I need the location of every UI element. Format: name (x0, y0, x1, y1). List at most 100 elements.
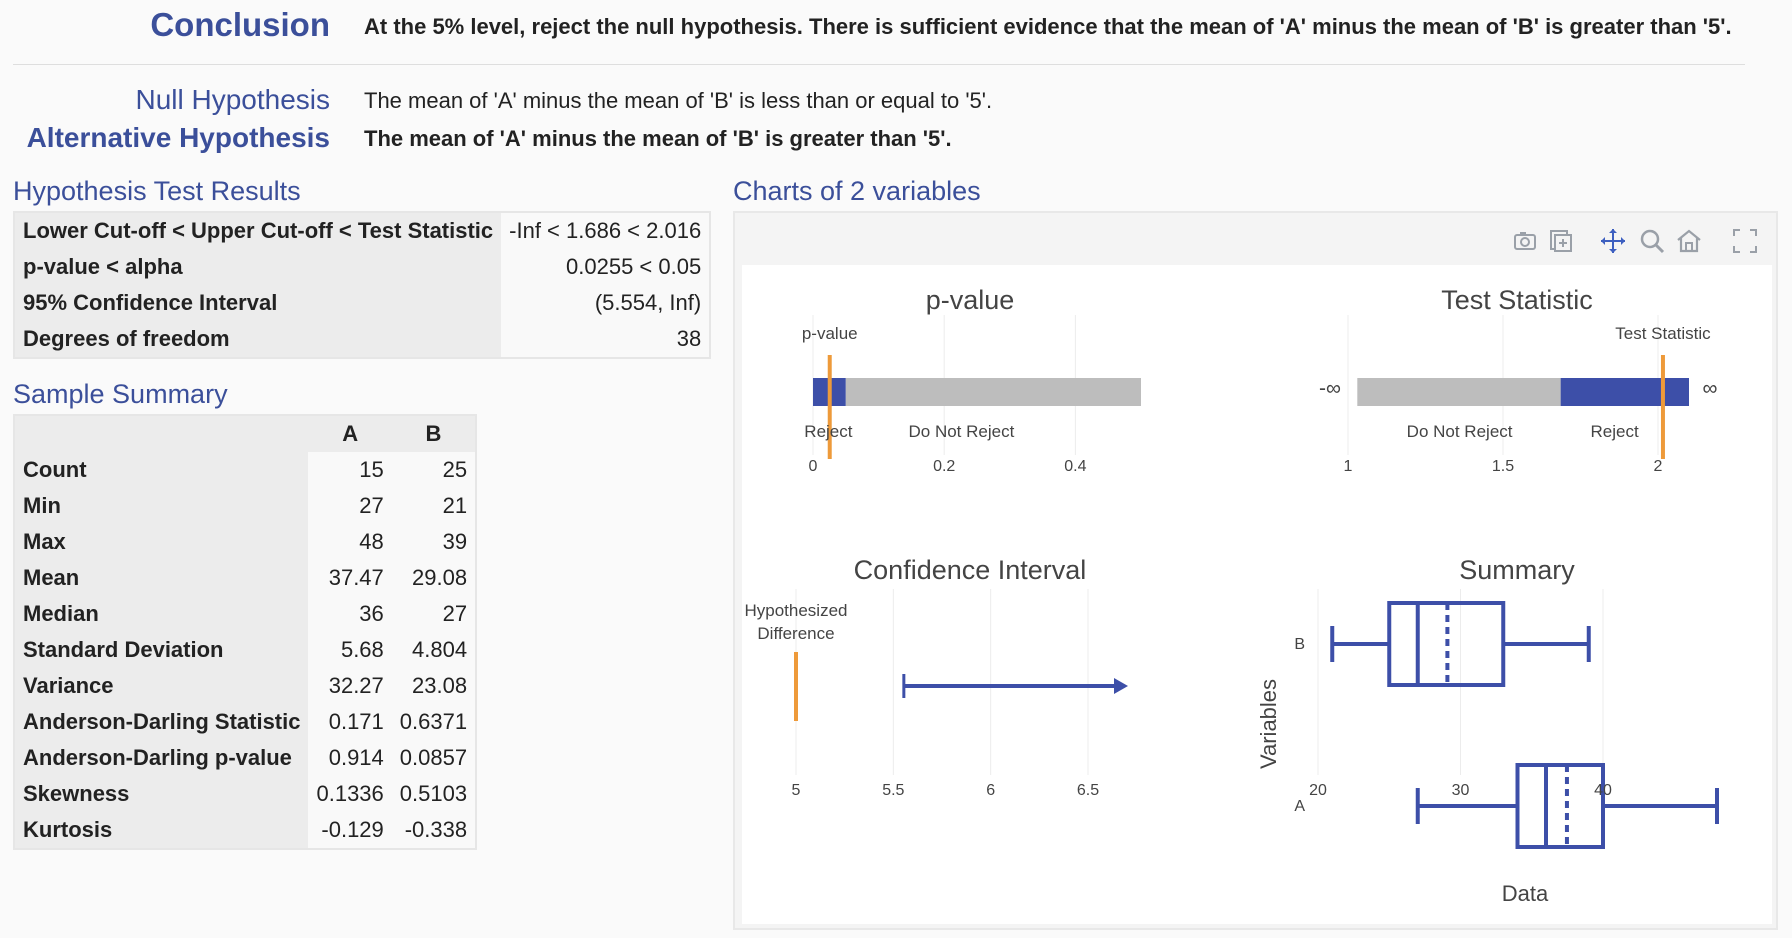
row-label: Kurtosis (14, 812, 309, 849)
table-row: Lower Cut-off < Upper Cut-off < Test Sta… (14, 212, 711, 249)
x-tick-label: 5.5 (882, 782, 904, 799)
table-row: Max 48 39 (14, 524, 477, 560)
row-value: 0.0255 < 0.05 (501, 249, 711, 285)
value-a: 36 (308, 596, 392, 632)
hypothesis-results-title: Hypothesis Test Results (13, 176, 301, 206)
x-tick-label: 5 (792, 782, 801, 799)
conclusion-row: Conclusion At the 5% level, reject the n… (0, 2, 1792, 50)
corner-cell (14, 415, 309, 452)
value-b: 4.804 (391, 632, 477, 668)
region-label: Do Not Reject (908, 422, 1014, 441)
column-header-b: B (391, 415, 477, 452)
value-a: 15 (308, 452, 392, 488)
row-label: 95% Confidence Interval (14, 285, 502, 321)
header-divider (13, 64, 1745, 65)
value-b: 21 (391, 488, 477, 524)
table-row: Anderson-Darling p-value 0.914 0.0857 (14, 740, 477, 776)
test-statistic-chart-title: Test Statistic (1441, 285, 1593, 315)
x-tick-label: 30 (1452, 782, 1470, 799)
value-b: -0.338 (391, 812, 477, 849)
table-row: Anderson-Darling Statistic 0.171 0.6371 (14, 704, 477, 740)
box-A (1515, 763, 1605, 849)
null-hypothesis-label: Null Hypothesis (135, 84, 330, 115)
summary-chart-title: Summary (1459, 555, 1575, 585)
table-row: Median 36 27 (14, 596, 477, 632)
x-tick-label: 40 (1594, 782, 1612, 799)
value-b: 25 (391, 452, 477, 488)
value-b: 23.08 (391, 668, 477, 704)
row-value: 38 (501, 321, 711, 358)
row-label: p-value < alpha (14, 249, 502, 285)
row-label: Lower Cut-off < Upper Cut-off < Test Sta… (14, 212, 502, 249)
summary-box-chart: Summary B A 20 30 40 Data Variables (1256, 555, 1719, 906)
x-tick-label: 1.5 (1492, 458, 1514, 475)
category-label: B (1294, 636, 1305, 653)
null-hypothesis-text: The mean of 'A' minus the mean of 'B' is… (364, 88, 993, 113)
row-label: Count (14, 452, 309, 488)
row-value: -Inf < 1.686 < 2.016 (501, 212, 711, 249)
x-tick-label: 6.5 (1077, 782, 1099, 799)
table-row: Mean 37.47 29.08 (14, 560, 477, 596)
p-value-chart: p-value p-value Reject Do Not Reject 0 0.2… (802, 285, 1141, 475)
hypothesis-results-table: Lower Cut-off < Upper Cut-off < Test Sta… (13, 211, 712, 359)
hypothesized-difference-label-line2: Difference (757, 624, 834, 643)
value-a: 0.171 (308, 704, 392, 740)
value-a: -0.129 (308, 812, 392, 849)
reject-region-bar (1560, 378, 1689, 406)
value-b: 29.08 (391, 560, 477, 596)
row-label: Standard Deviation (14, 632, 309, 668)
hypothesized-difference-label-line1: Hypothesized (744, 601, 847, 620)
row-label: Median (14, 596, 309, 632)
x-tick-label: 2 (1654, 458, 1663, 475)
column-header-a: A (308, 415, 392, 452)
confidence-interval-chart-title: Confidence Interval (854, 555, 1087, 585)
pan-icon[interactable] (1599, 227, 1627, 255)
charts-svg: p-value p-value Reject Do Not Reject 0 0.2… (744, 285, 1719, 906)
value-a: 0.914 (308, 740, 392, 776)
p-value-chart-title: p-value (926, 285, 1015, 315)
table-row: Min 27 21 (14, 488, 477, 524)
row-value: (5.554, Inf) (501, 285, 711, 321)
table-row: p-value < alpha 0.0255 < 0.05 (14, 249, 711, 285)
category-label: A (1294, 798, 1305, 815)
table-row: Kurtosis -0.129 -0.338 (14, 812, 477, 849)
interval-arrowhead (1114, 678, 1128, 694)
table-header-row: A B (14, 415, 477, 452)
x-tick-label: 20 (1309, 782, 1327, 799)
zoom-icon[interactable] (1638, 227, 1666, 255)
row-label: Anderson-Darling p-value (14, 740, 309, 776)
value-a: 48 (308, 524, 392, 560)
row-label: Anderson-Darling Statistic (14, 704, 309, 740)
value-b: 39 (391, 524, 477, 560)
conclusion-label: Conclusion (150, 6, 330, 43)
charts-plot-area: p-value p-value Reject Do Not Reject 0 0.2… (742, 265, 1772, 924)
x-tick-label: 0.4 (1064, 458, 1086, 475)
p-value-annotation: p-value (802, 324, 858, 343)
region-label: Reject (1591, 422, 1639, 441)
table-row: Degrees of freedom 38 (14, 321, 711, 358)
charts-title: Charts of 2 variables (733, 176, 981, 206)
do-not-reject-region-bar (1357, 378, 1561, 406)
pos-infinity-label: ∞ (1703, 377, 1718, 400)
neg-infinity-label: -∞ (1319, 377, 1341, 400)
test-statistic-annotation: Test Statistic (1615, 324, 1711, 343)
table-row: 95% Confidence Interval (5.554, Inf) (14, 285, 711, 321)
x-tick-label: 0.2 (933, 458, 955, 475)
value-b: 0.0857 (391, 740, 477, 776)
row-label: Variance (14, 668, 309, 704)
summary-xlabel: Data (1502, 881, 1549, 906)
alternative-hypothesis-text: The mean of 'A' minus the mean of 'B' is… (364, 126, 952, 151)
value-a: 27 (308, 488, 392, 524)
x-tick-label: 6 (986, 782, 995, 799)
home-icon[interactable] (1675, 227, 1703, 255)
camera-icon[interactable] (1511, 227, 1539, 255)
row-label: Degrees of freedom (14, 321, 502, 358)
do-not-reject-region-bar (845, 378, 1141, 406)
fullscreen-icon[interactable] (1731, 227, 1759, 255)
copy-icon[interactable] (1547, 227, 1575, 255)
table-row: Variance 32.27 23.08 (14, 668, 477, 704)
x-tick-label: 1 (1344, 458, 1353, 475)
table-row: Skewness 0.1336 0.5103 (14, 776, 477, 812)
row-label: Max (14, 524, 309, 560)
value-a: 32.27 (308, 668, 392, 704)
